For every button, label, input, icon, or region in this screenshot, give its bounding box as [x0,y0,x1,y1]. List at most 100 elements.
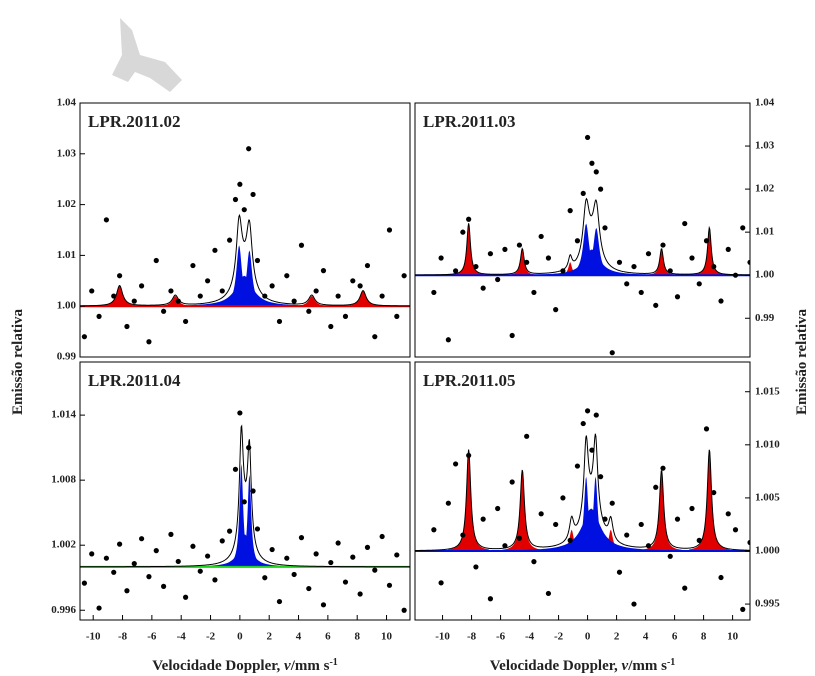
y-tick-label: 1.02 [57,198,77,210]
data-point [653,302,659,308]
data-point [246,445,252,451]
x-tick-label: 4 [296,631,302,643]
watermark [112,18,182,92]
data-point [379,533,385,540]
data-point [638,521,644,528]
data-point [103,217,109,223]
component-peak [231,474,267,567]
data-point [372,567,378,573]
y-tick-label: 1.014 [51,409,76,421]
component-peak [192,534,298,567]
data-point [616,259,623,265]
data-point [254,257,261,264]
data-point [502,246,508,252]
x-tick-label: 8 [354,631,360,643]
data-point [306,585,312,592]
component-peak [691,227,727,276]
data-point [725,246,731,252]
y-axis-label: Emissão relativa [794,309,810,415]
data-point [394,552,400,558]
data-point [250,488,256,494]
panel-title: LPR.2011.04 [88,371,181,390]
component-peak [146,296,205,307]
y-tick-label: 0.995 [755,598,780,610]
data-point [394,313,400,319]
data-point [161,583,167,589]
component-peak [641,471,682,551]
x-tick-label: -6 [496,631,506,643]
data-point [190,262,196,269]
data-point [553,307,559,313]
data-point [232,196,239,203]
data-point [616,569,623,575]
data-point [445,500,451,506]
data-point [667,553,673,559]
y-tick-label: 1.000 [755,545,780,557]
data-point [538,233,544,240]
data-point [598,474,604,480]
x-axis-label-part: /mm s [627,658,667,674]
data-point [328,559,334,566]
data-point [495,276,501,283]
data-point [703,426,710,432]
data-point [284,273,290,279]
data-point [545,590,552,597]
data-point [631,263,637,270]
data-point [175,298,181,304]
data-point [567,537,573,543]
data-point [747,539,750,546]
component-peak [644,249,679,276]
data-point [682,585,688,591]
data-point [219,288,225,294]
x-axis-label-part: /mm s [290,658,330,674]
plot-frame [79,102,411,358]
data-point [96,605,102,611]
y-tick-label: 1.00 [755,269,775,281]
data-point [131,561,137,567]
data-point [161,308,167,314]
data-point [531,289,537,296]
data-point [431,289,437,296]
y-tick-label: 1.02 [755,183,775,195]
data-point [653,484,659,490]
component-peak [90,285,149,307]
plot-frame [414,102,751,358]
data-point [602,516,608,522]
data-point [516,535,523,541]
x-axis-label-part: v [622,658,629,674]
data-point [589,160,595,166]
data-point [574,238,581,244]
data-point [431,527,437,533]
data-point [624,281,630,287]
data-point [584,134,591,141]
data-point [609,350,615,356]
data-point [153,257,159,264]
data-point [183,318,189,325]
data-point [473,564,479,570]
data-point [298,535,305,541]
x-axis-label: Velocidade Doppler, v/mm s-1 [152,657,338,675]
data-point [357,591,363,597]
data-point [89,551,95,557]
component-peak [502,471,543,551]
data-point [466,216,472,222]
data-point [598,186,604,192]
data-point [227,528,233,534]
data-point [545,255,552,261]
component-peak [504,249,540,276]
data-point [139,536,145,542]
component-peak [552,262,588,276]
y-tick-label: 1.005 [755,491,780,503]
x-tick-label: -8 [467,631,477,643]
x-tick-label: 2 [266,631,272,643]
data-point [580,420,586,427]
component-peak [689,450,730,551]
data-point [117,273,123,279]
y-tick-label: 1.010 [755,438,780,450]
data-point [732,527,739,533]
data-point [645,543,652,549]
data-point [584,408,591,414]
data-point [401,607,407,613]
data-point [593,169,599,175]
data-point [117,541,123,547]
